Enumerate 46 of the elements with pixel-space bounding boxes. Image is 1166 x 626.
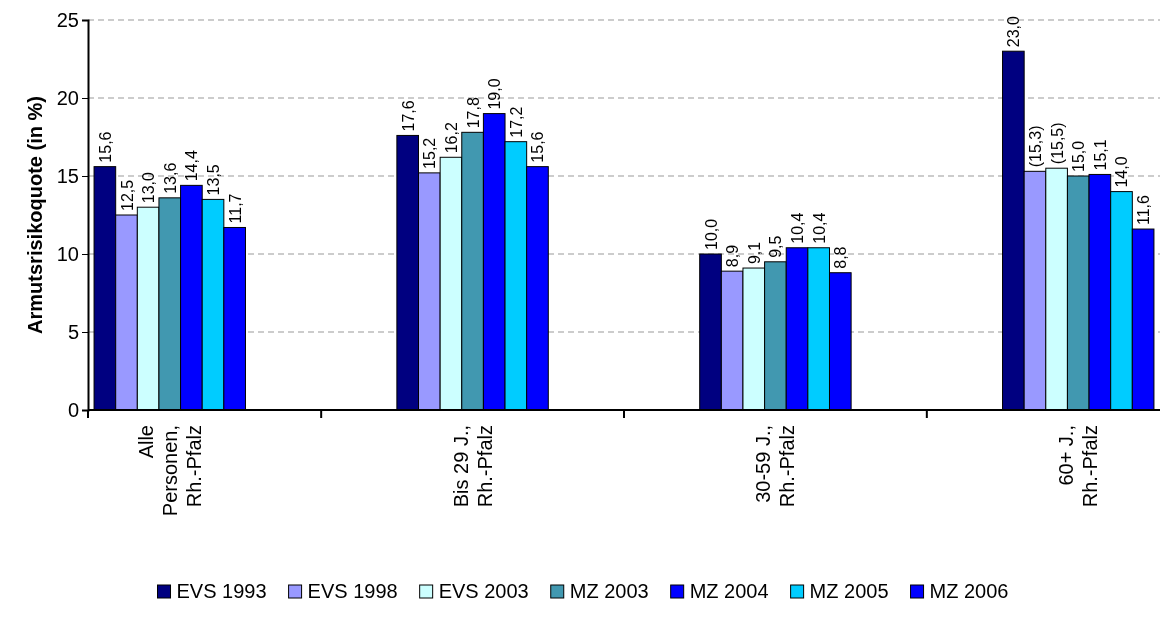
x-tick-label: 30-59 J., Rh.-Pfalz — [752, 425, 799, 508]
legend-label: EVS 1998 — [307, 580, 398, 602]
data-label: (15,5) — [1048, 122, 1066, 165]
data-label: 8,8 — [832, 246, 850, 269]
y-tick-label: 25 — [56, 8, 79, 31]
legend-label: MZ 2006 — [929, 580, 1009, 602]
data-label: 14,4 — [183, 150, 201, 182]
data-label: 15,1 — [1091, 139, 1109, 171]
data-label: 13,0 — [140, 171, 158, 204]
data-label: 15,6 — [96, 131, 114, 163]
x-tick-label: Alle Personen, Rh.-Pfalz — [134, 425, 205, 517]
data-label: 15,2 — [421, 137, 439, 169]
y-tick-label: 5 — [67, 320, 79, 343]
data-label: 19,0 — [486, 78, 504, 110]
data-label: 23,0 — [1005, 15, 1023, 48]
data-label: 16,2 — [442, 122, 460, 154]
data-label: 9,5 — [767, 235, 785, 258]
legend-label: MZ 2003 — [569, 580, 649, 602]
legend-label: EVS 1993 — [176, 580, 267, 602]
y-tick-label: 20 — [56, 86, 79, 109]
y-tick-label: 10 — [56, 242, 79, 265]
data-label: 10,4 — [810, 212, 828, 244]
legend-label: MZ 2005 — [809, 580, 889, 602]
y-tick-label: 15 — [56, 164, 79, 187]
data-label: 9,1 — [745, 241, 763, 265]
data-label: 17,6 — [399, 100, 417, 132]
x-tick-label: 60+ J., Rh.-Pfalz — [1055, 425, 1102, 508]
data-label: 8,9 — [724, 244, 742, 268]
legend-label: MZ 2004 — [689, 580, 769, 602]
data-label: (15,3) — [1026, 125, 1044, 168]
data-label: 14,0 — [1113, 156, 1131, 188]
data-label: 10,0 — [702, 218, 720, 250]
data-label: 15,0 — [1070, 140, 1088, 172]
data-label: 13,5 — [205, 164, 223, 196]
data-label: 11,6 — [1135, 194, 1153, 226]
data-label: 10,4 — [789, 212, 807, 244]
data-label: 17,8 — [464, 97, 482, 129]
x-tick-label: Bis 29 J., Rh.-Pfalz — [449, 425, 496, 508]
data-label: 12,5 — [118, 179, 136, 211]
y-tick-label: 0 — [67, 398, 79, 421]
data-label: 11,7 — [226, 193, 244, 224]
data-label: 15,6 — [529, 131, 547, 163]
y-axis-title: Armutsrisikoquote (in %) — [24, 96, 46, 334]
legend-label: EVS 2003 — [438, 580, 529, 602]
data-label: 17,2 — [507, 106, 525, 138]
data-label: 13,6 — [161, 162, 179, 194]
